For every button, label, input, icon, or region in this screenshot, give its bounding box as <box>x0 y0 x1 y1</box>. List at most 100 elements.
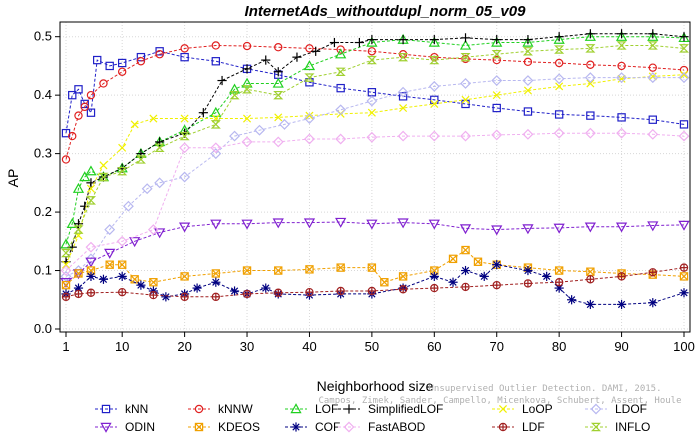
data-point-knnw <box>461 54 470 64</box>
data-point-simplifiedlof <box>198 108 208 118</box>
marker-shape <box>336 263 345 272</box>
data-point-ldof <box>73 265 84 276</box>
data-point-ldof <box>85 253 97 265</box>
marker-shape <box>305 111 314 120</box>
data-point-simplifiedlof <box>429 35 439 45</box>
marker-shape <box>74 269 83 278</box>
data-point-cof <box>492 260 502 270</box>
marker-shape <box>680 289 688 297</box>
data-point-ldf <box>430 283 439 293</box>
marker-shape <box>210 148 222 160</box>
data-point-knn <box>211 57 221 66</box>
data-point-fastabod <box>647 128 659 140</box>
legend-marker-odin <box>100 422 112 433</box>
data-point-fastabod <box>460 130 471 142</box>
marker-shape <box>493 261 501 269</box>
data-point-cof <box>117 271 127 281</box>
data-point-ldof <box>428 80 440 92</box>
data-point-knnw <box>155 50 164 59</box>
marker-shape <box>68 90 77 100</box>
marker-shape <box>584 72 596 84</box>
marker-shape <box>367 47 377 56</box>
data-point-ldf <box>180 292 189 302</box>
marker-shape <box>554 266 564 275</box>
marker-shape <box>647 221 659 232</box>
marker-shape <box>615 222 628 233</box>
marker-shape <box>211 269 221 278</box>
marker-shape <box>553 223 565 234</box>
data-point-kdeos <box>461 245 470 255</box>
marker-shape <box>336 45 345 54</box>
data-point-loop <box>61 260 71 269</box>
data-point-odin <box>522 224 534 235</box>
data-point-ldf <box>648 268 657 277</box>
data-point-simplifiedlof <box>273 67 283 77</box>
data-point-fastabod <box>241 136 253 148</box>
data-point-simplifiedlof <box>679 32 689 42</box>
marker-shape <box>242 41 252 51</box>
marker-shape <box>428 36 440 47</box>
marker-shape <box>130 275 139 284</box>
marker-shape <box>210 106 222 117</box>
marker-shape <box>99 79 108 88</box>
marker-shape <box>586 60 595 69</box>
marker-shape <box>648 72 657 81</box>
y-tick-label: 0.1 <box>34 263 52 278</box>
marker-shape <box>461 54 470 64</box>
data-point-ldof <box>304 113 315 124</box>
marker-shape <box>211 57 221 66</box>
marker-shape <box>616 127 628 139</box>
marker-shape <box>154 228 166 239</box>
marker-shape <box>179 131 190 141</box>
marker-shape <box>180 272 189 281</box>
marker-shape <box>679 120 689 129</box>
marker-shape <box>154 177 166 189</box>
data-point-loop <box>149 114 158 123</box>
data-point-lof <box>491 36 503 47</box>
marker-shape <box>104 224 116 236</box>
data-point-inflo <box>335 67 346 76</box>
data-point-simplifiedlof <box>261 55 271 65</box>
marker-shape <box>73 225 84 234</box>
data-point-loop <box>617 74 626 83</box>
series-line-knn <box>65 50 685 134</box>
data-point-lof <box>72 182 85 193</box>
data-point-ldf <box>461 282 470 292</box>
marker-shape <box>100 422 112 433</box>
marker-shape <box>104 248 116 259</box>
data-point-cof <box>460 265 471 276</box>
marker-shape <box>460 52 471 62</box>
marker-shape <box>524 266 532 275</box>
data-point-kdeos <box>430 266 439 275</box>
marker-shape <box>72 182 85 193</box>
marker-shape <box>122 200 134 212</box>
ticks-layer: 1 10 20 30 40 50 60 70 80 90 100 0.0 0.1 0.2 0.3 0.4 0.5 <box>34 29 695 354</box>
data-point-inflo <box>522 47 533 56</box>
legend-marker-simplifiedlof <box>344 404 354 414</box>
data-point-kdeos <box>380 278 389 287</box>
data-point-ldof <box>522 75 534 86</box>
data-point-simplifiedlof <box>554 32 564 42</box>
marker-shape <box>678 72 690 84</box>
data-point-knn <box>586 111 595 120</box>
legend-marker-fastabod <box>343 421 355 433</box>
data-point-loop <box>679 70 689 79</box>
data-point-ldf <box>61 292 71 302</box>
series-simplifiedlof <box>61 29 689 267</box>
data-point-odin <box>303 218 316 229</box>
marker-shape <box>343 421 355 433</box>
marker-shape <box>585 44 596 53</box>
data-point-inflo <box>585 44 596 53</box>
data-point-cof <box>567 295 577 305</box>
marker-shape <box>335 48 347 59</box>
marker-shape <box>522 75 534 86</box>
data-point-knn <box>180 52 189 62</box>
data-point-simplifiedlof <box>648 29 658 39</box>
marker-shape <box>461 246 470 255</box>
marker-shape <box>303 60 316 71</box>
marker-shape <box>147 224 159 236</box>
data-point-ldof <box>553 73 565 85</box>
data-point-simplifiedlof <box>367 35 377 45</box>
series-line-loop <box>65 74 685 265</box>
marker-shape <box>615 30 628 41</box>
